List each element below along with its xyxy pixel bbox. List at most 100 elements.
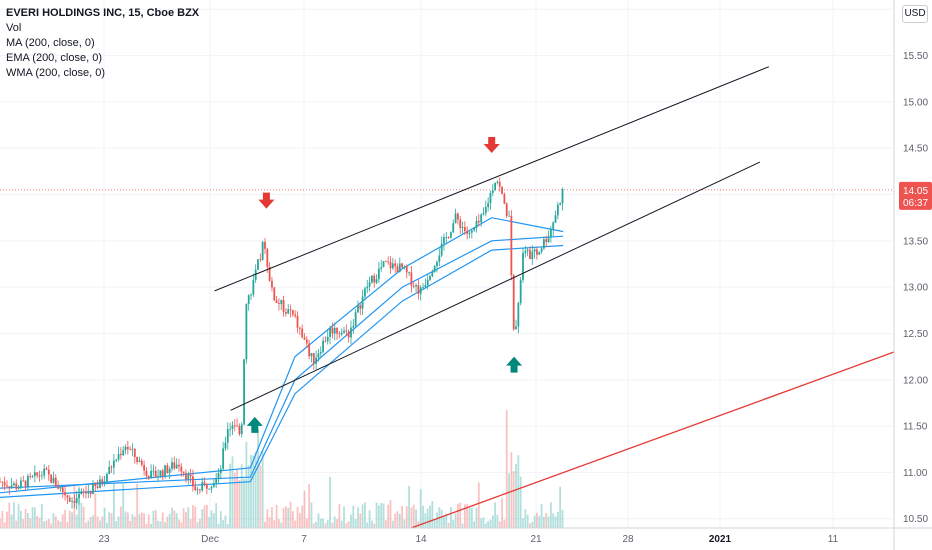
volume-bar <box>473 521 476 528</box>
indicator-wma[interactable]: WMA (200, close, 0) <box>6 67 106 79</box>
candle-body <box>329 327 331 337</box>
symbol-title[interactable]: EVERI HOLDINGS INC, 15, Cboe BZX <box>6 7 200 19</box>
candle-body <box>394 263 397 267</box>
candle-body <box>396 266 399 272</box>
candle-body <box>443 237 445 244</box>
volume-bar <box>498 521 501 528</box>
volume-bar <box>412 504 415 528</box>
candle-body <box>384 261 387 263</box>
volume-bar <box>157 520 159 528</box>
volume-bar <box>75 514 78 528</box>
candle-body <box>556 204 559 216</box>
volume-bar <box>243 478 245 528</box>
candle-body <box>429 276 431 280</box>
candle-body <box>438 255 441 262</box>
candle-body <box>178 464 180 467</box>
volume-bar <box>240 464 243 528</box>
volume-bar <box>50 523 53 528</box>
volume-bar <box>561 509 564 528</box>
volume-bar <box>254 452 257 528</box>
volume-bar <box>71 512 73 528</box>
volume-bar <box>375 502 378 528</box>
candle-body <box>491 190 494 193</box>
volume-bar <box>43 521 46 528</box>
time-axis[interactable]: 23 Dec 7 14 21 28 2021 11 <box>98 534 838 545</box>
volume-bar <box>549 502 552 528</box>
candle-body <box>217 473 220 479</box>
volume-bar <box>545 512 548 528</box>
candle-body <box>361 296 364 309</box>
candle-body <box>496 181 499 183</box>
volume-bar <box>403 519 406 528</box>
volume-bar <box>508 473 510 528</box>
volume-bar <box>222 520 225 528</box>
volume-bar <box>436 512 438 528</box>
x-tick-label: Dec <box>201 534 219 545</box>
candle-body <box>431 271 434 277</box>
candle-body <box>503 193 506 204</box>
volume-bar <box>305 518 308 528</box>
candle-body <box>59 487 62 489</box>
volume-bar <box>329 476 331 528</box>
indicator-ma[interactable]: MA (200, close, 0) <box>6 37 95 49</box>
volume-bar <box>338 503 341 528</box>
candle-body <box>243 359 245 425</box>
candle-body <box>136 456 139 462</box>
candle-body <box>80 491 83 495</box>
indicator-volume[interactable]: Vol <box>6 22 22 34</box>
currency-button[interactable]: USD <box>902 5 928 23</box>
candle-body <box>198 489 201 491</box>
x-tick-label: 28 <box>622 534 634 545</box>
y-tick-label: 12.50 <box>903 329 928 340</box>
candle-body <box>245 303 248 360</box>
volume-bar <box>319 518 322 528</box>
volume-bar <box>536 512 538 528</box>
volume-bar <box>517 455 520 528</box>
volume-bar <box>112 483 115 528</box>
volume-bar <box>175 513 178 528</box>
volume-bar <box>108 512 111 528</box>
volume-bar <box>315 521 318 528</box>
candle-body <box>180 466 183 472</box>
y-tick-label: 10.50 <box>903 514 928 525</box>
candle-body <box>6 485 8 487</box>
volume-bar <box>491 515 494 528</box>
candle-body <box>240 424 243 434</box>
candle-body <box>110 466 113 468</box>
indicator-ema[interactable]: EMA (200, close, 0) <box>6 52 102 64</box>
volume-bar <box>364 502 366 528</box>
bar-countdown: 06:37 <box>903 198 928 209</box>
volume-bar <box>266 509 269 528</box>
drawing-annotations[interactable] <box>214 66 895 529</box>
candle-body <box>108 466 111 475</box>
volume-bar <box>352 505 355 528</box>
volume-bar <box>371 520 373 528</box>
volume-bar <box>496 514 499 528</box>
volume-bar <box>408 485 410 528</box>
volume-bar <box>559 486 562 528</box>
candle-body <box>282 300 285 313</box>
volume-bar <box>273 520 276 528</box>
volume-bar <box>389 500 392 528</box>
candle-body <box>457 213 459 220</box>
volume-bar <box>489 519 492 528</box>
volume-bar <box>512 471 515 528</box>
candle-body <box>201 482 204 491</box>
candle-body <box>36 472 39 476</box>
candle-body <box>203 482 206 484</box>
volume-bar <box>443 516 445 528</box>
moving-average-lines <box>0 217 564 498</box>
candle-body <box>22 480 25 482</box>
volume-bar <box>422 505 424 528</box>
volume-bar <box>6 511 8 528</box>
volume-bar <box>347 521 350 528</box>
volume-bar <box>377 505 380 528</box>
candle-body <box>377 268 380 280</box>
candle-body <box>150 470 152 478</box>
candle-body <box>459 219 462 229</box>
candle-body <box>294 314 297 316</box>
candle-body <box>287 309 290 314</box>
volume-bar <box>340 520 343 528</box>
volume-bar <box>24 509 27 528</box>
